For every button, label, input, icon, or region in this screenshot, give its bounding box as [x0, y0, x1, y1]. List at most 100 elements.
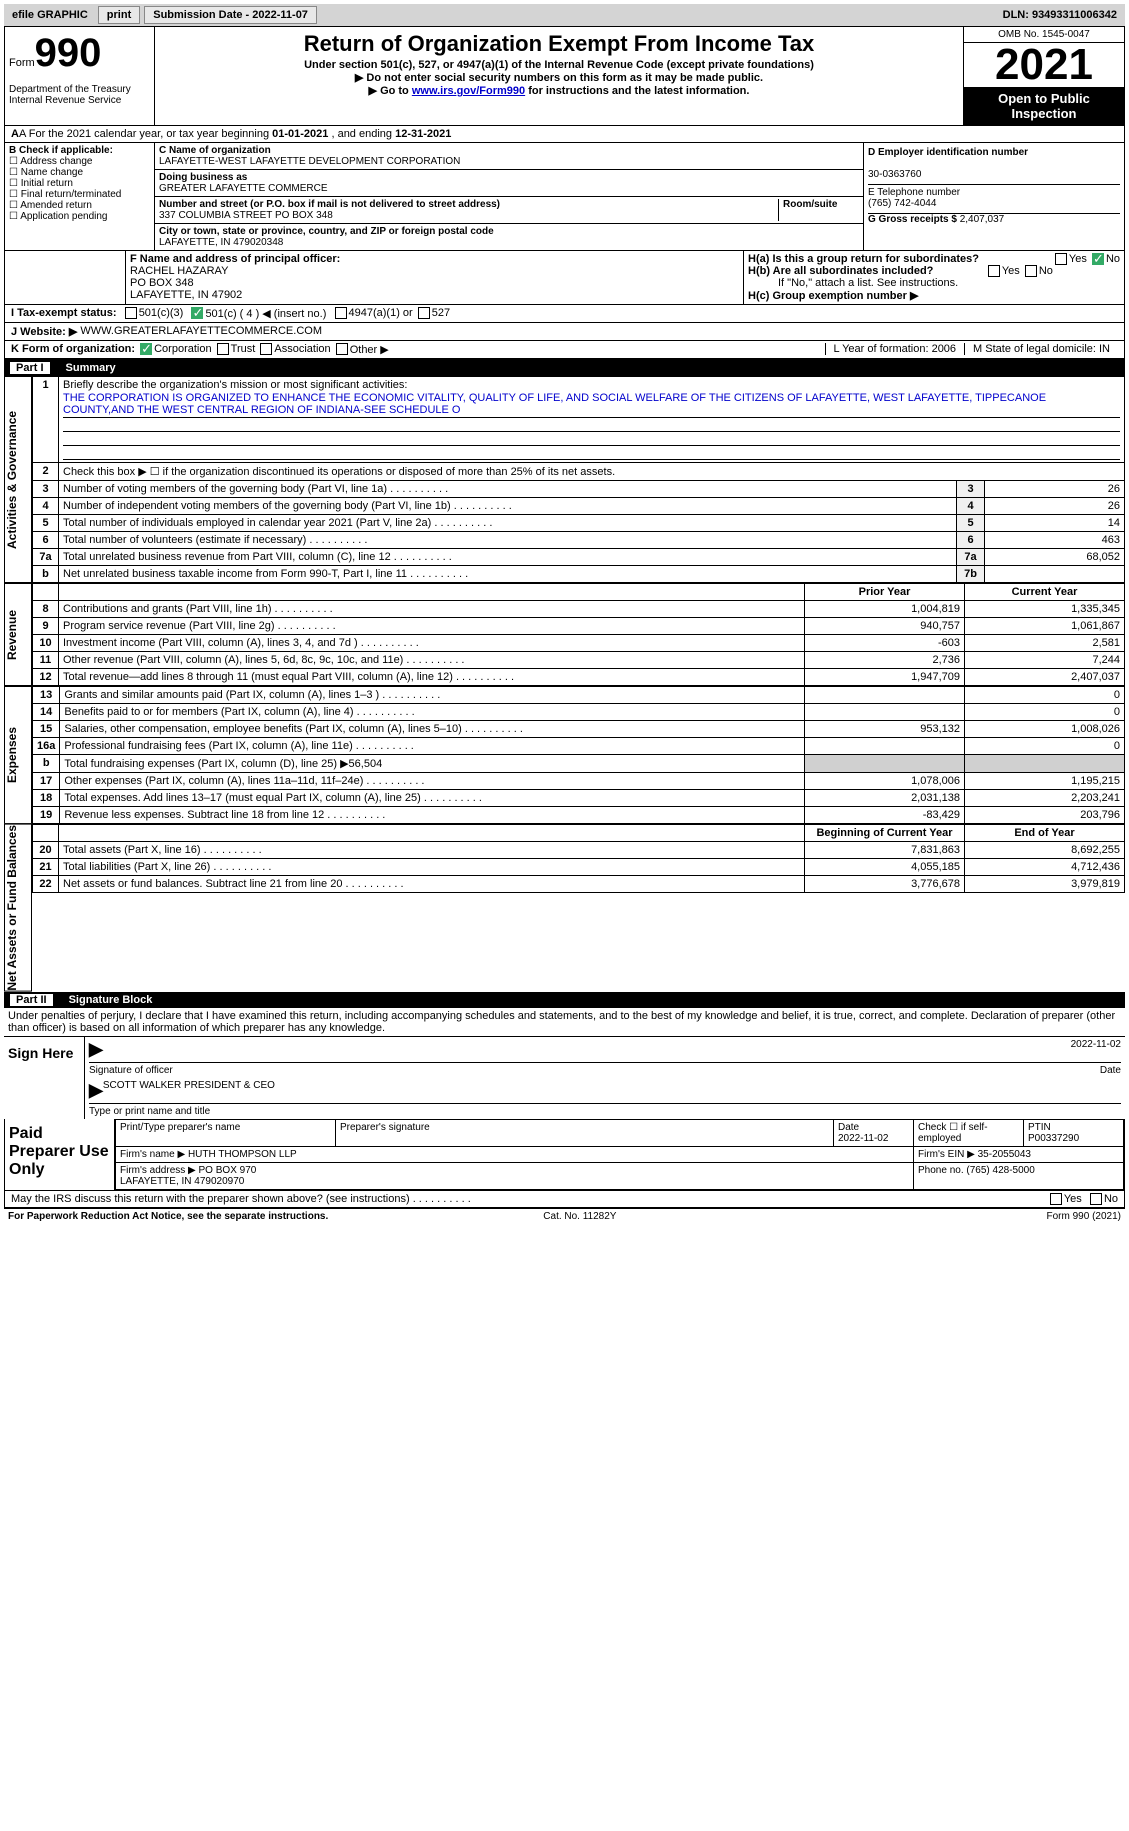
street: 337 COLUMBIA STREET PO BOX 348 — [159, 210, 333, 221]
firm-ein: 35-2055043 — [978, 1149, 1031, 1160]
form-word: Form — [9, 57, 35, 69]
side-activities: Activities & Governance — [4, 376, 32, 583]
table-row: 3Number of voting members of the governi… — [33, 481, 1125, 498]
discuss-yes[interactable] — [1050, 1193, 1062, 1205]
table-row: 21Total liabilities (Part X, line 26)4,0… — [33, 859, 1125, 876]
note-ssn: ▶ Do not enter social security numbers o… — [161, 71, 957, 84]
ha-yes[interactable] — [1055, 253, 1067, 265]
page-footer: For Paperwork Reduction Act Notice, see … — [4, 1208, 1125, 1224]
form-990: 990 — [35, 31, 102, 75]
submission-date-button[interactable]: Submission Date - 2022-11-07 — [144, 6, 317, 24]
mission-text: THE CORPORATION IS ORGANIZED TO ENHANCE … — [63, 391, 1120, 418]
right-header: OMB No. 1545-0047 2021 Open to Public In… — [964, 27, 1124, 125]
table-row: 20Total assets (Part X, line 16)7,831,86… — [33, 842, 1125, 859]
i-527[interactable] — [418, 307, 430, 319]
row-j: J Website: ▶ WWW.GREATERLAFAYETTECOMMERC… — [4, 323, 1125, 341]
dept-label: Department of the Treasury Internal Reve… — [9, 76, 150, 106]
gross-receipts: 2,407,037 — [960, 214, 1005, 225]
table-row: 14Benefits paid to or for members (Part … — [33, 704, 1125, 721]
paid-preparer-block: Paid Preparer Use Only Print/Type prepar… — [4, 1119, 1125, 1191]
part2-header: Part II Signature Block — [4, 992, 1125, 1008]
hb-yes[interactable] — [988, 265, 1000, 277]
section-bcdeg: B Check if applicable: ☐ Address change … — [4, 143, 1125, 251]
table-row: 13Grants and similar amounts paid (Part … — [33, 687, 1125, 704]
k-corp[interactable] — [140, 343, 152, 355]
note-goto: ▶ Go to www.irs.gov/Form990 for instruct… — [161, 84, 957, 97]
hb-no[interactable] — [1025, 265, 1037, 277]
table-row: 7aTotal unrelated business revenue from … — [33, 549, 1125, 566]
ein: 30-0363760 — [868, 169, 921, 180]
block-h: H(a) Is this a group return for subordin… — [744, 251, 1124, 304]
chk-final-return[interactable]: ☐ Final return/terminated — [9, 189, 150, 200]
k-assoc[interactable] — [260, 343, 272, 355]
section-fh: F Name and address of principal officer:… — [4, 251, 1125, 305]
side-expenses: Expenses — [4, 686, 32, 824]
ptin: P00337290 — [1028, 1133, 1079, 1144]
org-name: LAFAYETTE-WEST LAFAYETTE DEVELOPMENT COR… — [159, 156, 460, 167]
form-number-cell: Form990 Department of the Treasury Inter… — [5, 27, 155, 125]
side-netassets: Net Assets or Fund Balances — [4, 824, 32, 992]
paid-preparer-table: Print/Type preparer's name Preparer's si… — [115, 1119, 1124, 1190]
dba-name: GREATER LAFAYETTE COMMERCE — [159, 183, 328, 194]
print-button[interactable]: print — [98, 6, 140, 24]
discuss-row: May the IRS discuss this return with the… — [4, 1191, 1125, 1208]
efile-label: efile GRAPHIC — [6, 7, 94, 23]
irs-link[interactable]: www.irs.gov/Form990 — [412, 85, 525, 97]
ha-no[interactable] — [1092, 253, 1104, 265]
form-subtitle: Under section 501(c), 527, or 4947(a)(1)… — [161, 59, 957, 71]
discuss-no[interactable] — [1090, 1193, 1102, 1205]
block-deg: D Employer identification number 30-0363… — [864, 143, 1124, 250]
table-row: 9Program service revenue (Part VIII, lin… — [33, 618, 1125, 635]
row-a-tax-year: AA For the 2021 calendar year, or tax ye… — [4, 126, 1125, 143]
block-c: C Name of organization LAFAYETTE-WEST LA… — [155, 143, 864, 250]
table-row: 8Contributions and grants (Part VIII, li… — [33, 601, 1125, 618]
part1-header: Part I Summary — [4, 360, 1125, 376]
chk-name-change[interactable]: ☐ Name change — [9, 167, 150, 178]
chk-initial-return[interactable]: ☐ Initial return — [9, 178, 150, 189]
table-row: 5Total number of individuals employed in… — [33, 515, 1125, 532]
summary-expenses-table: 13Grants and similar amounts paid (Part … — [32, 686, 1125, 824]
phone: (765) 742-4044 — [868, 198, 936, 209]
tax-year: 2021 — [964, 43, 1124, 87]
officer-signed-name: SCOTT WALKER PRESIDENT & CEO — [103, 1080, 275, 1101]
table-row: bNet unrelated business taxable income f… — [33, 566, 1125, 583]
table-row: 19Revenue less expenses. Subtract line 1… — [33, 807, 1125, 824]
side-revenue: Revenue — [4, 583, 32, 686]
dln-label: DLN: 93493311006342 — [1003, 9, 1123, 21]
block-b: B Check if applicable: ☐ Address change … — [5, 143, 155, 250]
firm-name: HUTH THOMPSON LLP — [188, 1149, 297, 1160]
table-row: 18Total expenses. Add lines 13–17 (must … — [33, 790, 1125, 807]
title-cell: Return of Organization Exempt From Incom… — [155, 27, 964, 125]
table-row: 16aProfessional fundraising fees (Part I… — [33, 738, 1125, 755]
table-row: 11Other revenue (Part VIII, column (A), … — [33, 652, 1125, 669]
officer-name: RACHEL HAZARAY — [130, 265, 228, 277]
open-inspection: Open to Public Inspection — [964, 87, 1124, 125]
table-row: 15Salaries, other compensation, employee… — [33, 721, 1125, 738]
k-trust[interactable] — [217, 343, 229, 355]
chk-address-change[interactable]: ☐ Address change — [9, 156, 150, 167]
k-other[interactable] — [336, 343, 348, 355]
chk-amended-return[interactable]: ☐ Amended return — [9, 200, 150, 211]
summary-netassets-table: Beginning of Current YearEnd of Year 20T… — [32, 824, 1125, 893]
sig-arrow-icon: ▶ — [89, 1080, 103, 1101]
table-row: 6Total number of volunteers (estimate if… — [33, 532, 1125, 549]
table-row: 10Investment income (Part VIII, column (… — [33, 635, 1125, 652]
row-k: K Form of organization: Corporation Trus… — [4, 341, 1125, 360]
i-501c[interactable] — [191, 307, 203, 319]
city-state-zip: LAFAYETTE, IN 479020348 — [159, 237, 283, 248]
table-row: 4Number of independent voting members of… — [33, 498, 1125, 515]
i-4947[interactable] — [335, 307, 347, 319]
chk-application-pending[interactable]: ☐ Application pending — [9, 211, 150, 222]
sign-here-row: Sign Here ▶ 2022-11-02 Signature of offi… — [4, 1036, 1125, 1119]
top-toolbar: efile GRAPHIC print Submission Date - 20… — [4, 4, 1125, 26]
table-row: bTotal fundraising expenses (Part IX, co… — [33, 755, 1125, 773]
block-f: F Name and address of principal officer:… — [125, 251, 744, 304]
sig-arrow-icon: ▶ — [89, 1039, 103, 1060]
summary-gov-table: 1 Briefly describe the organization's mi… — [32, 376, 1125, 583]
i-501c3[interactable] — [125, 307, 137, 319]
form-title: Return of Organization Exempt From Incom… — [161, 31, 957, 57]
form-header: Form990 Department of the Treasury Inter… — [4, 26, 1125, 126]
perjury-text: Under penalties of perjury, I declare th… — [4, 1008, 1125, 1036]
row-i: I Tax-exempt status: 501(c)(3) 501(c) ( … — [4, 305, 1125, 323]
summary-revenue-table: Prior YearCurrent Year 8Contributions an… — [32, 583, 1125, 686]
